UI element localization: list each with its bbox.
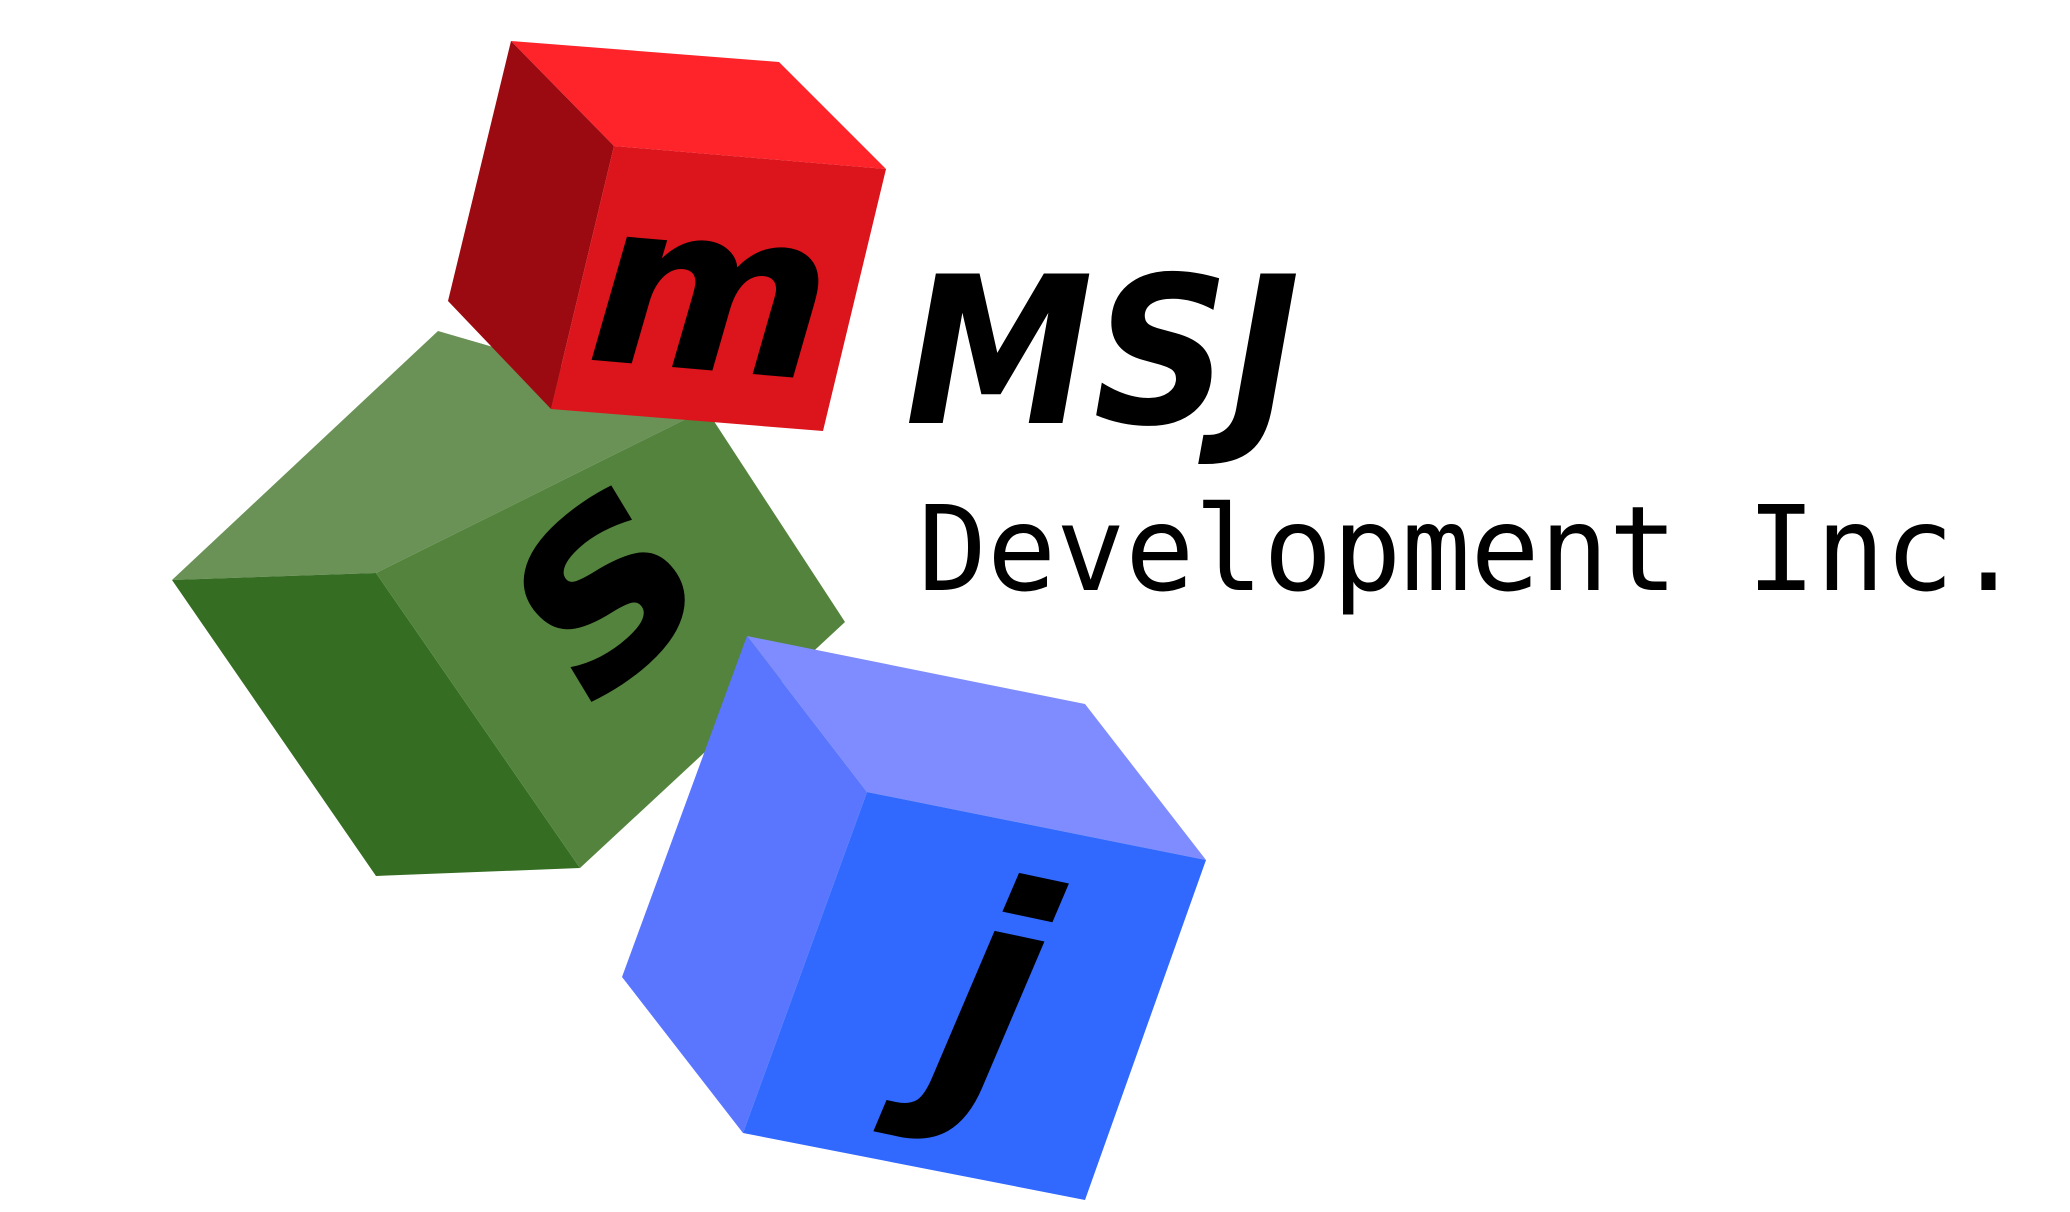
brand-name: MSJ bbox=[905, 234, 1300, 472]
green-cube-front-face bbox=[376, 409, 845, 868]
green-cube: s bbox=[172, 331, 845, 876]
red-cube: m bbox=[448, 41, 886, 435]
red-cube-side-face bbox=[448, 41, 614, 409]
blue-cube-front-face bbox=[743, 792, 1206, 1200]
red-cube-front-face bbox=[551, 146, 886, 431]
blue-cube: j bbox=[622, 636, 1206, 1200]
red-cube-top-face bbox=[511, 41, 886, 169]
blue-cube-top-face bbox=[747, 636, 1206, 860]
brand-tagline: Development Inc. bbox=[918, 480, 2023, 618]
blue-cube-side-face bbox=[622, 636, 867, 1133]
green-cube-side-face bbox=[172, 573, 580, 876]
red-cube-letter: m bbox=[580, 148, 842, 435]
